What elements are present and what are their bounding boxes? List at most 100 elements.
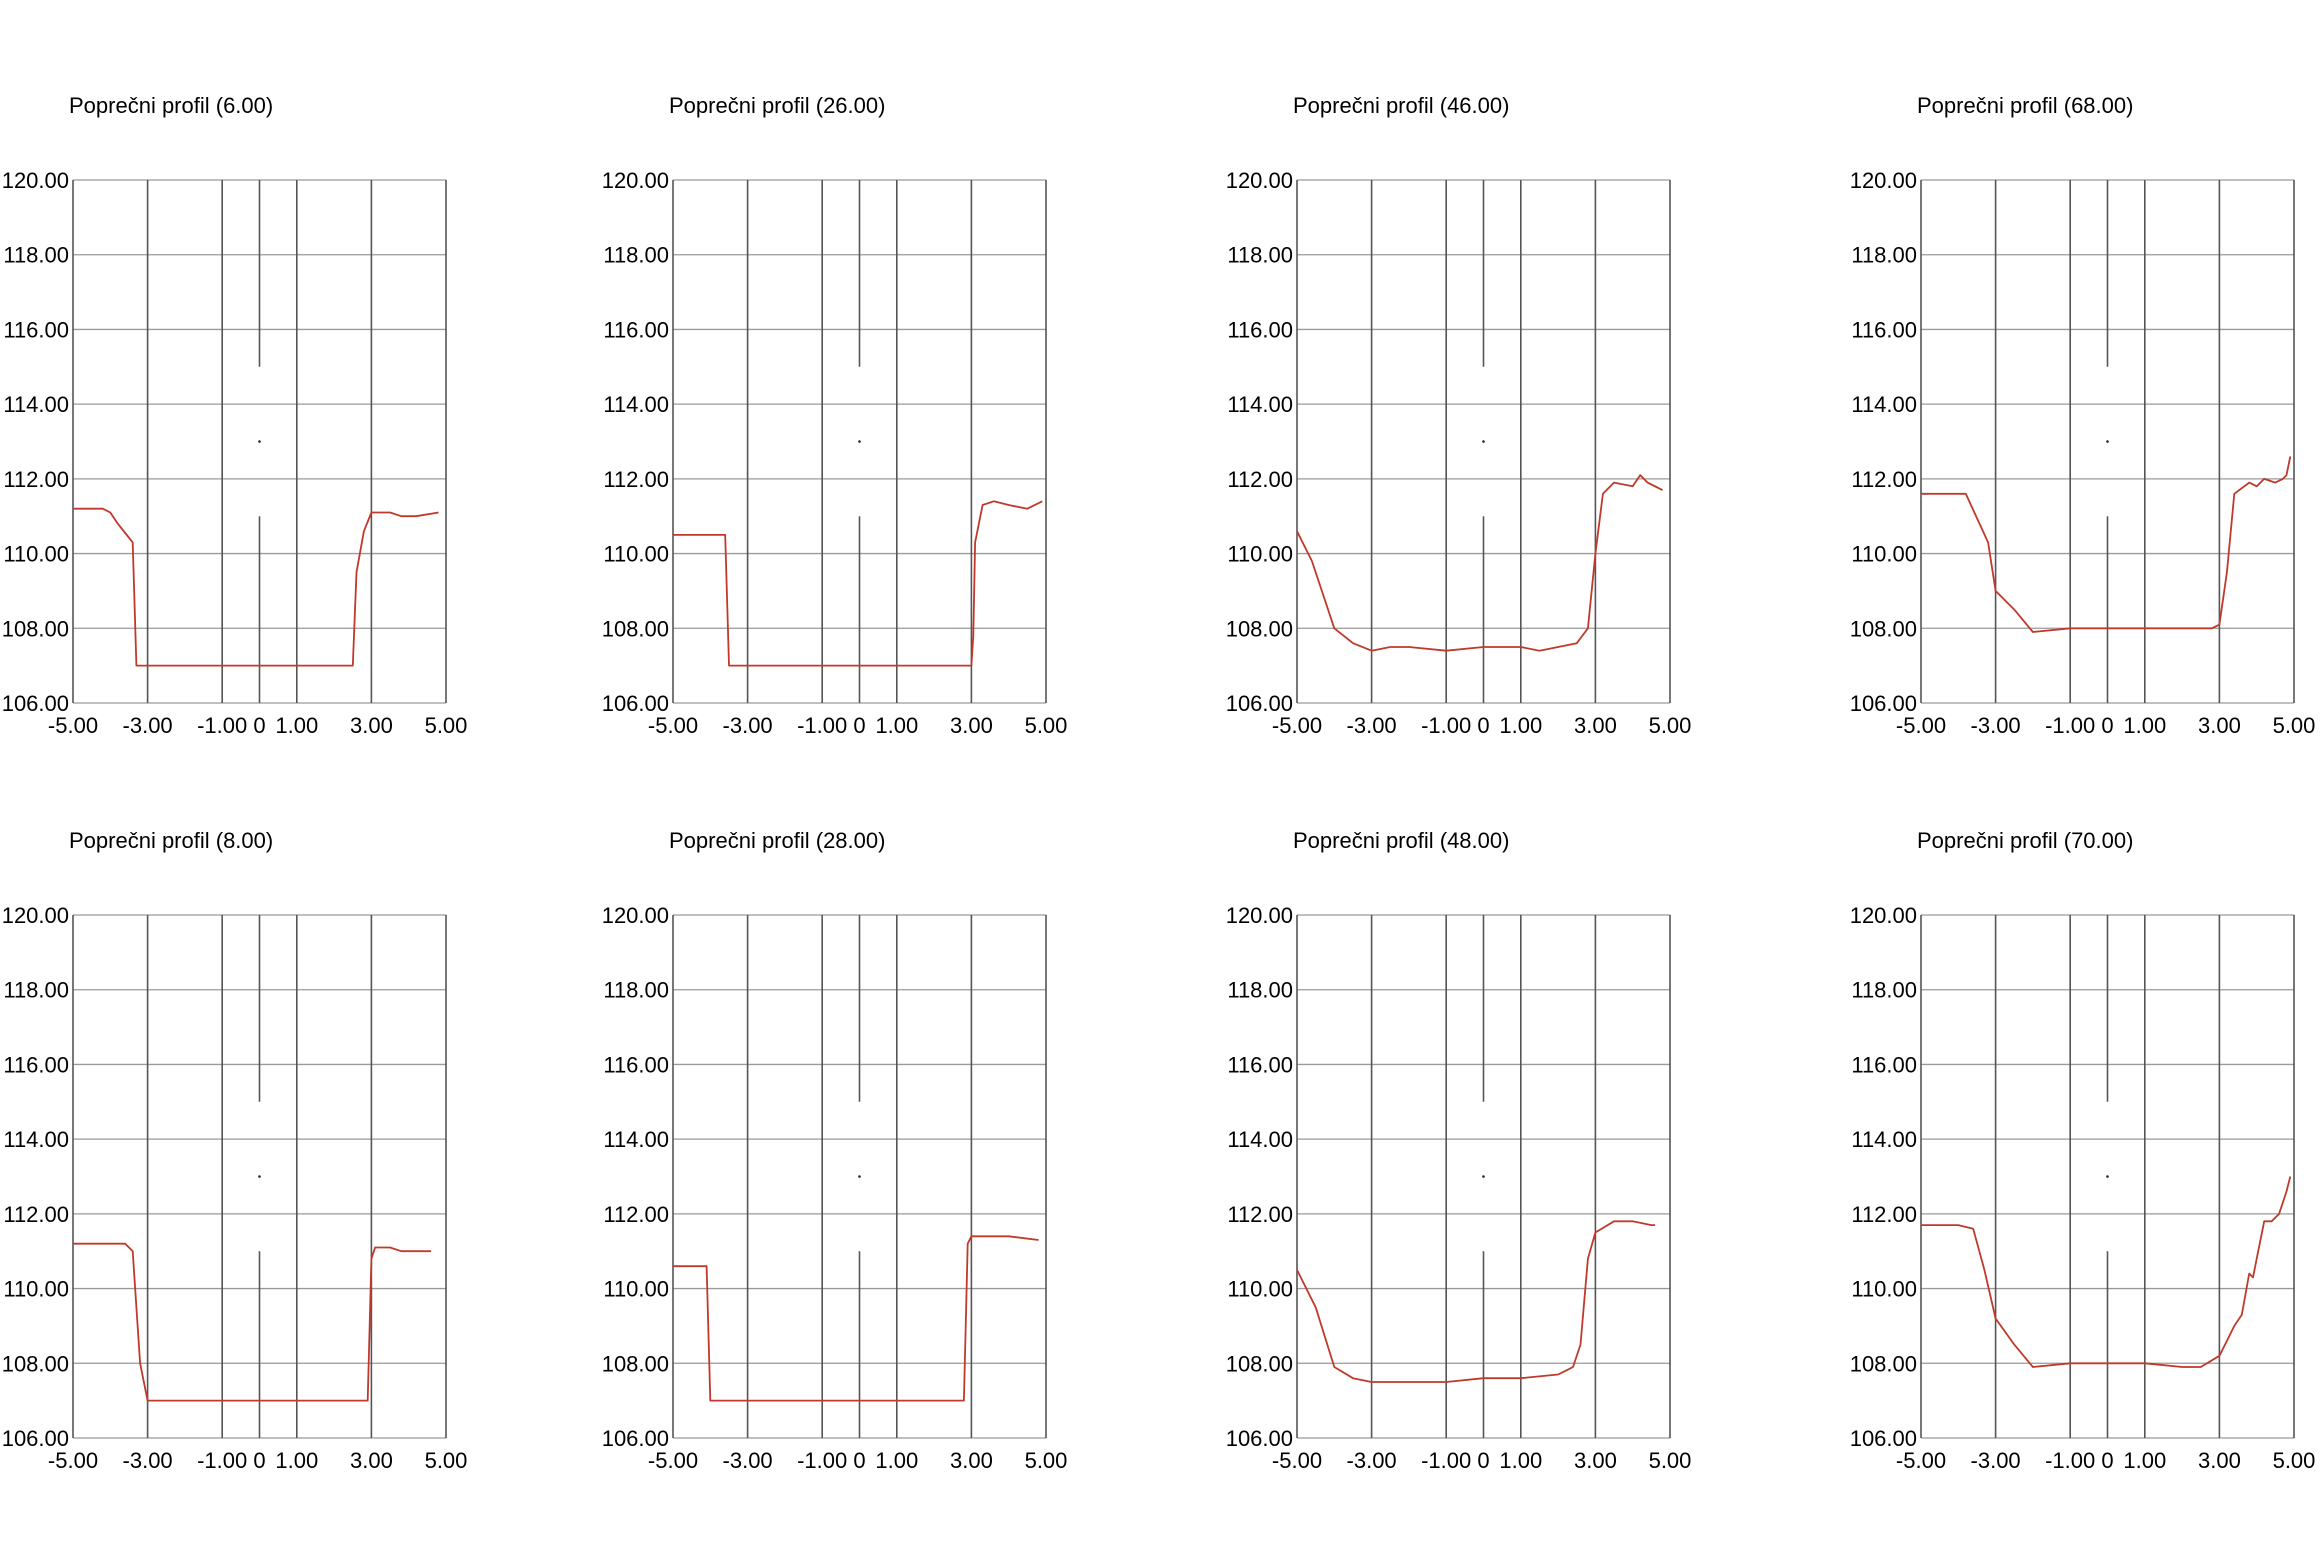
x-tick-label: -1.00 xyxy=(197,1448,247,1473)
y-tick-label: 120.00 xyxy=(1226,903,1293,928)
y-tick-label: 120.00 xyxy=(1226,168,1293,193)
x-tick-label: -1.00 xyxy=(2045,1448,2095,1473)
x-tick-label: -5.00 xyxy=(1272,713,1322,738)
x-tick-label: 0 xyxy=(853,713,865,738)
y-tick-label: 114.00 xyxy=(1227,1127,1293,1152)
x-tick-label: 5.00 xyxy=(425,713,468,738)
x-tick-label: 0 xyxy=(1477,1448,1489,1473)
x-tick-label: 3.00 xyxy=(350,713,393,738)
y-tick-label: 112.00 xyxy=(3,467,69,492)
x-tick-label: 1.00 xyxy=(1499,713,1542,738)
x-tick-label: 3.00 xyxy=(2198,1448,2241,1473)
y-tick-label: 118.00 xyxy=(1227,978,1293,1003)
profile-chart: Poprečni profil (8.00) 106.00 108.00 110.00… xyxy=(2,828,468,1473)
x-tick-label: -1.00 xyxy=(1421,1448,1471,1473)
x-tick-label: -5.00 xyxy=(648,1448,698,1473)
x-tick-label: -3.00 xyxy=(1347,713,1397,738)
profile-chart: Poprečni profil (68.00) 106.00 108.00 110.0… xyxy=(1850,93,2316,738)
profile-chart: Poprečni profil (48.00) 106.00 108.00 110.0… xyxy=(1226,828,1692,1473)
x-tick-label: -3.00 xyxy=(1347,1448,1397,1473)
y-tick-label: 116.00 xyxy=(1851,1052,1917,1077)
x-tick-label: -3.00 xyxy=(723,713,773,738)
x-tick-label: 3.00 xyxy=(950,713,993,738)
chart-title: Poprečni profil (46.00) xyxy=(1293,93,1509,118)
x-tick-label: 1.00 xyxy=(2123,1448,2166,1473)
x-tick-label: -3.00 xyxy=(723,1448,773,1473)
y-tick-label: 108.00 xyxy=(602,1351,669,1376)
profile-line xyxy=(1921,1176,2292,1368)
x-tick-label: -1.00 xyxy=(1421,713,1471,738)
y-tick-label: 120.00 xyxy=(1850,903,1917,928)
x-tick-label: 0 xyxy=(2101,1448,2113,1473)
x-tick-label: 3.00 xyxy=(1574,713,1617,738)
centre-marker xyxy=(2106,440,2109,443)
y-tick-label: 118.00 xyxy=(1851,978,1917,1003)
y-tick-label: 112.00 xyxy=(1851,1202,1917,1227)
y-tick-label: 118.00 xyxy=(603,978,669,1003)
y-tick-label: 114.00 xyxy=(1851,1127,1917,1152)
centre-marker xyxy=(2106,1175,2109,1178)
y-tick-label: 108.00 xyxy=(1226,1351,1293,1376)
y-tick-label: 112.00 xyxy=(1227,1202,1293,1227)
x-tick-label: -5.00 xyxy=(1896,1448,1946,1473)
y-tick-label: 120.00 xyxy=(602,903,669,928)
centre-marker xyxy=(1482,1175,1485,1178)
y-tick-label: 116.00 xyxy=(1227,317,1293,342)
x-tick-label: 0 xyxy=(253,713,265,738)
y-tick-label: 108.00 xyxy=(1226,616,1293,641)
profile-line xyxy=(1921,456,2292,633)
x-tick-label: 3.00 xyxy=(950,1448,993,1473)
profile-line xyxy=(73,1242,432,1402)
x-tick-label: -3.00 xyxy=(1971,713,2021,738)
chart-title: Poprečni profil (70.00) xyxy=(1917,828,2133,853)
y-tick-label: 110.00 xyxy=(3,542,69,567)
profile-line xyxy=(673,1235,1039,1402)
chart-title: Poprečni profil (68.00) xyxy=(1917,93,2133,118)
y-tick-label: 110.00 xyxy=(3,1277,69,1302)
x-tick-label: 1.00 xyxy=(875,1448,918,1473)
x-tick-label: -1.00 xyxy=(197,713,247,738)
x-tick-label: 0 xyxy=(1477,713,1489,738)
y-tick-label: 120.00 xyxy=(2,168,69,193)
y-tick-label: 112.00 xyxy=(603,1202,669,1227)
x-tick-label: 3.00 xyxy=(1574,1448,1617,1473)
y-tick-label: 116.00 xyxy=(3,317,69,342)
y-tick-label: 110.00 xyxy=(603,1277,669,1302)
x-tick-label: -5.00 xyxy=(48,1448,98,1473)
y-tick-label: 106.00 xyxy=(2,691,69,716)
chart-title: Poprečni profil (6.00) xyxy=(69,93,273,118)
y-tick-label: 116.00 xyxy=(3,1052,69,1077)
x-tick-label: -1.00 xyxy=(797,713,847,738)
x-tick-label: -3.00 xyxy=(123,713,173,738)
profile-chart: Poprečni profil (28.00) 106.00 108.00 110.0… xyxy=(602,828,1068,1473)
y-tick-label: 114.00 xyxy=(3,392,69,417)
x-tick-label: -5.00 xyxy=(1896,713,1946,738)
y-tick-label: 108.00 xyxy=(2,616,69,641)
y-tick-label: 108.00 xyxy=(1850,616,1917,641)
x-tick-label: 1.00 xyxy=(2123,713,2166,738)
x-tick-label: 0 xyxy=(253,1448,265,1473)
y-tick-label: 114.00 xyxy=(603,392,669,417)
profile-line xyxy=(673,500,1043,667)
chart-title: Poprečni profil (28.00) xyxy=(669,828,885,853)
x-tick-label: -5.00 xyxy=(48,713,98,738)
y-tick-label: 118.00 xyxy=(1851,243,1917,268)
y-tick-label: 112.00 xyxy=(1227,467,1293,492)
x-tick-label: 1.00 xyxy=(275,713,318,738)
profile-line xyxy=(73,507,439,667)
y-tick-label: 114.00 xyxy=(603,1127,669,1152)
y-tick-label: 116.00 xyxy=(1227,1052,1293,1077)
y-tick-label: 116.00 xyxy=(603,317,669,342)
y-tick-label: 106.00 xyxy=(602,1426,669,1451)
y-tick-label: 120.00 xyxy=(602,168,669,193)
centre-marker xyxy=(858,440,861,443)
y-tick-label: 108.00 xyxy=(1850,1351,1917,1376)
x-tick-label: 5.00 xyxy=(1649,1448,1692,1473)
profile-chart: Poprečni profil (26.00) 106.00 108.00 110.0… xyxy=(602,93,1068,738)
y-tick-label: 114.00 xyxy=(3,1127,69,1152)
centre-marker xyxy=(258,440,261,443)
y-tick-label: 118.00 xyxy=(1227,243,1293,268)
x-tick-label: -5.00 xyxy=(648,713,698,738)
chart-title: Poprečni profil (8.00) xyxy=(69,828,273,853)
